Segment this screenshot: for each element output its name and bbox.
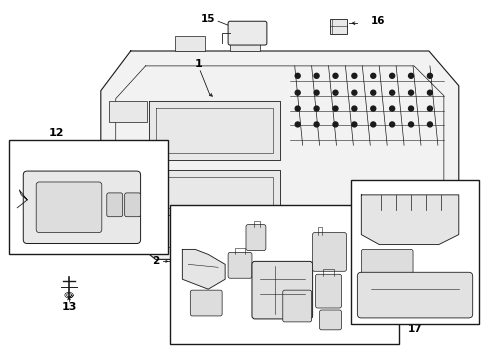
FancyBboxPatch shape — [207, 213, 223, 227]
FancyBboxPatch shape — [329, 19, 346, 34]
FancyBboxPatch shape — [124, 193, 141, 217]
Circle shape — [389, 106, 394, 111]
Text: 2: 2 — [152, 256, 159, 266]
FancyBboxPatch shape — [251, 261, 312, 319]
Circle shape — [332, 106, 337, 111]
Circle shape — [351, 106, 356, 111]
FancyBboxPatch shape — [175, 36, 205, 51]
FancyBboxPatch shape — [230, 36, 260, 51]
Circle shape — [389, 90, 394, 95]
FancyBboxPatch shape — [36, 182, 102, 233]
Polygon shape — [148, 170, 279, 215]
Circle shape — [389, 73, 394, 78]
Circle shape — [408, 122, 413, 127]
Polygon shape — [101, 215, 150, 247]
FancyBboxPatch shape — [108, 140, 146, 162]
Circle shape — [351, 122, 356, 127]
Circle shape — [351, 73, 356, 78]
FancyBboxPatch shape — [227, 252, 251, 278]
Circle shape — [313, 73, 319, 78]
FancyBboxPatch shape — [227, 21, 266, 45]
Text: 11: 11 — [199, 317, 213, 327]
Circle shape — [332, 90, 337, 95]
FancyBboxPatch shape — [245, 225, 265, 251]
Circle shape — [370, 90, 375, 95]
Polygon shape — [101, 51, 458, 260]
FancyBboxPatch shape — [170, 205, 398, 344]
Text: 7: 7 — [186, 299, 193, 309]
FancyBboxPatch shape — [361, 249, 412, 273]
Circle shape — [427, 106, 431, 111]
FancyBboxPatch shape — [282, 290, 311, 322]
Circle shape — [313, 106, 319, 111]
Circle shape — [332, 122, 337, 127]
Text: 19: 19 — [401, 274, 416, 284]
Text: 18: 18 — [401, 242, 416, 252]
FancyBboxPatch shape — [108, 100, 146, 122]
Polygon shape — [361, 195, 458, 244]
FancyBboxPatch shape — [23, 171, 141, 243]
Text: 3: 3 — [224, 237, 231, 247]
Circle shape — [408, 73, 413, 78]
Circle shape — [427, 73, 431, 78]
Circle shape — [427, 122, 431, 127]
Circle shape — [408, 90, 413, 95]
Text: 6: 6 — [324, 301, 330, 311]
Polygon shape — [182, 249, 224, 289]
Circle shape — [408, 106, 413, 111]
FancyBboxPatch shape — [232, 213, 247, 227]
Text: 13: 13 — [61, 302, 77, 312]
Circle shape — [427, 90, 431, 95]
Text: 17: 17 — [407, 324, 422, 334]
FancyBboxPatch shape — [351, 180, 478, 324]
Circle shape — [389, 122, 394, 127]
Circle shape — [351, 90, 356, 95]
Text: 8: 8 — [214, 246, 221, 256]
Circle shape — [370, 106, 375, 111]
FancyBboxPatch shape — [9, 140, 168, 255]
FancyBboxPatch shape — [319, 310, 341, 330]
Text: 9: 9 — [251, 309, 258, 319]
Circle shape — [295, 90, 300, 95]
Circle shape — [332, 73, 337, 78]
Circle shape — [370, 73, 375, 78]
Text: 4: 4 — [314, 222, 320, 231]
Text: 5: 5 — [321, 264, 327, 274]
Text: 12: 12 — [48, 129, 64, 138]
FancyBboxPatch shape — [312, 233, 346, 271]
Circle shape — [295, 73, 300, 78]
Text: 1: 1 — [194, 59, 202, 69]
FancyBboxPatch shape — [357, 272, 472, 318]
FancyBboxPatch shape — [190, 290, 222, 316]
Circle shape — [313, 122, 319, 127]
Text: 16: 16 — [370, 16, 385, 26]
Text: 15: 15 — [201, 14, 215, 24]
Circle shape — [370, 122, 375, 127]
Circle shape — [295, 106, 300, 111]
Circle shape — [295, 122, 300, 127]
Polygon shape — [349, 220, 458, 247]
Polygon shape — [148, 100, 279, 160]
Text: 14: 14 — [113, 143, 128, 153]
FancyBboxPatch shape — [106, 193, 122, 217]
FancyBboxPatch shape — [315, 274, 341, 308]
Circle shape — [313, 90, 319, 95]
Text: 10: 10 — [281, 309, 294, 319]
